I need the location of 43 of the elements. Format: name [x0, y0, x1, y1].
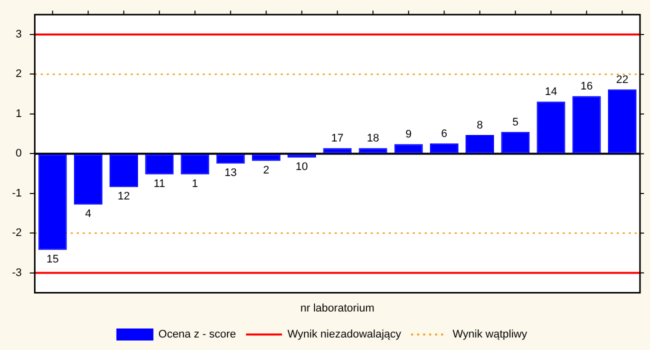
y-tick-label: 2 — [16, 68, 22, 80]
legend-label: Wynik niezadowalający — [288, 328, 402, 341]
x-tick-label: 13 — [224, 167, 237, 180]
legend-label: Wynik wątpliwy — [452, 328, 528, 341]
x-tick-label: 17 — [331, 132, 344, 145]
x-tick-label: 12 — [118, 190, 130, 203]
x-tick-label: 2 — [263, 164, 270, 176]
bar — [323, 148, 352, 154]
x-tick-label: 22 — [616, 74, 628, 86]
y-tick-label: 3 — [16, 28, 22, 41]
x-tick-label: 11 — [154, 178, 166, 190]
bar — [252, 154, 280, 161]
x-tick-label: 4 — [85, 208, 92, 220]
bar — [216, 154, 245, 164]
x-tick-label: 9 — [406, 128, 412, 141]
bar — [358, 148, 388, 154]
y-tick-label: 1 — [16, 108, 22, 120]
x-tick-label: 5 — [512, 116, 518, 128]
x-tick-label: 6 — [441, 128, 448, 140]
bar — [145, 154, 174, 174]
bar — [430, 143, 458, 154]
x-tick-label: 18 — [366, 132, 380, 145]
x-tick-label: 15 — [46, 253, 59, 266]
bar — [466, 135, 494, 154]
x-axis-title: nr laboratorium — [300, 302, 374, 314]
bar — [38, 154, 67, 250]
bar — [180, 154, 210, 174]
bar — [74, 154, 102, 205]
y-tick-label: -2 — [12, 227, 22, 240]
x-tick-label: 16 — [580, 80, 593, 93]
bar — [608, 89, 636, 154]
bar — [501, 132, 530, 154]
y-tick-label: -3 — [12, 266, 22, 279]
x-tick-label: 8 — [476, 120, 483, 132]
y-tick-label: 0 — [16, 148, 22, 160]
x-tick-label: 10 — [296, 161, 308, 174]
legend-label: Ocena z - score — [158, 328, 236, 341]
bar — [394, 144, 423, 154]
bar — [536, 102, 566, 154]
x-tick-label: 14 — [544, 86, 558, 98]
bar — [572, 96, 601, 154]
bar — [110, 154, 138, 188]
y-tick-label: -1 — [12, 187, 22, 200]
